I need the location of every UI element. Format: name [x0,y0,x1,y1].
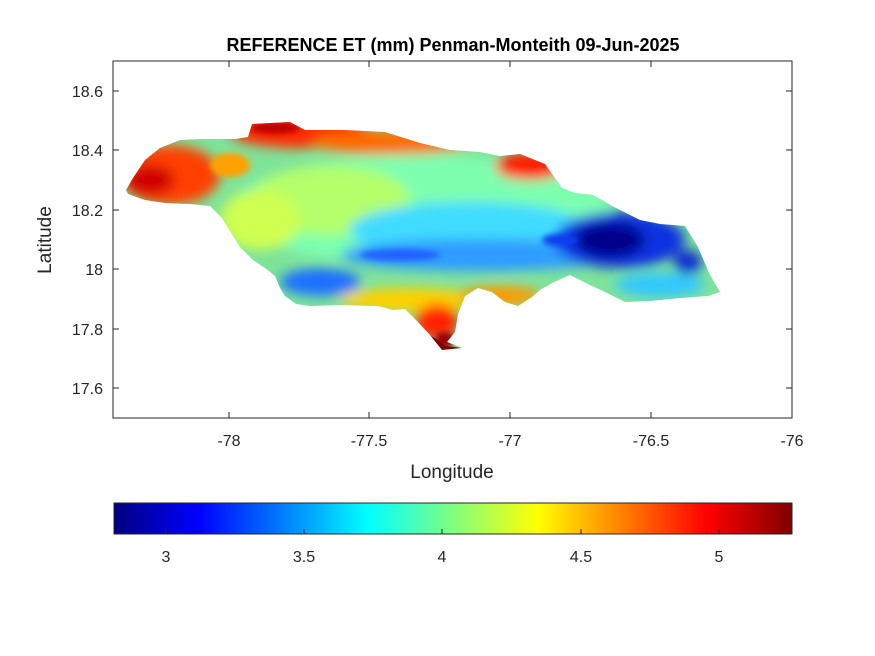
y-tick-label: 18 [85,262,103,279]
y-axis: 17.6 17.8 18 18.2 18.4 18.6 Latitude [35,84,792,398]
colorbar-tick-label: 4.5 [570,549,592,566]
y-axis-label: Latitude [35,206,56,274]
et-region-east-min [575,222,645,258]
et-region-far-east-blue [674,250,702,274]
x-axis-label: Longitude [410,462,493,483]
et-region-yellow-west [220,190,300,250]
colorbar-tick-label: 4 [438,549,447,566]
et-region-east-cyan [615,273,705,297]
x-tick-label: -78 [217,433,240,450]
et-detail-blue-streak [360,249,440,261]
et-detail-north-max [250,122,300,134]
y-tick-label: 18.2 [72,203,103,220]
et-region-sw-blue [280,268,360,296]
et-field-details [210,122,578,348]
et-detail-orange-west [210,153,250,177]
chart-title: REFERENCE ET (mm) Penman-Monteith 09-Jun… [226,35,679,55]
y-tick-label: 18.4 [72,143,103,160]
x-axis: -78 -77.5 -77 -76.5 -76 Longitude [217,61,804,483]
colorbar: 3 3.5 4 4.5 5 [113,502,793,566]
et-detail-blue-patch [542,234,578,246]
colorbar-gradient [113,502,793,535]
y-tick-label: 18.6 [72,84,103,101]
et-peninsula-tip [430,335,462,350]
colorbar-tick-label: 3.5 [293,549,315,566]
x-tick-label: -77.5 [351,433,388,450]
et-region-south-blue [340,239,620,271]
et-region-west-darkred [126,165,175,195]
y-tick-label: 17.8 [72,322,103,339]
y-tick-label: 17.6 [72,381,103,398]
x-tick-label: -76.5 [633,433,670,450]
colorbar-tick-label: 3 [162,549,171,566]
x-tick-label: -77 [498,433,521,450]
x-tick-label: -76 [780,433,803,450]
colorbar-tick-label: 5 [715,549,724,566]
